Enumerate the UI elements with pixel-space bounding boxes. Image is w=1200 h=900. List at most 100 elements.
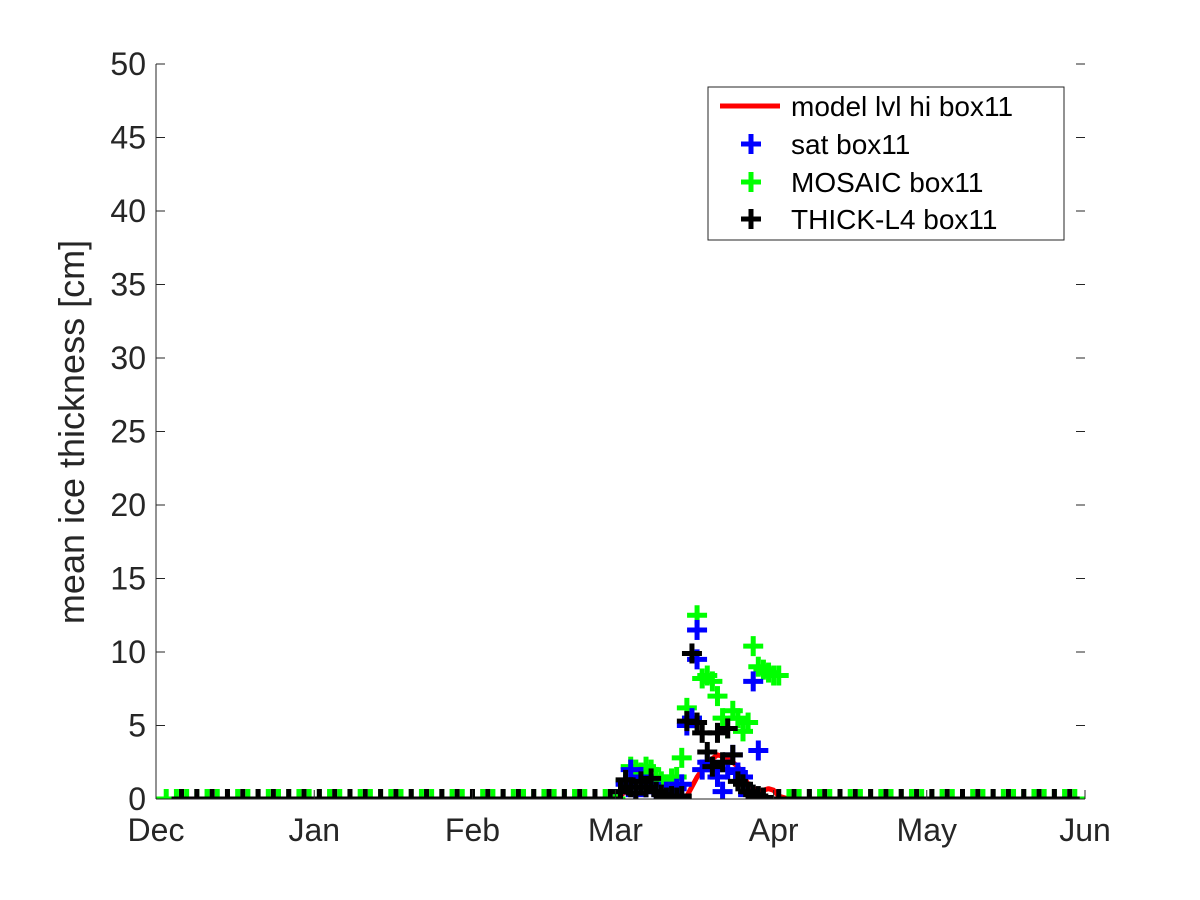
- data-point: [350, 789, 371, 799]
- data-point: [1034, 789, 1055, 799]
- legend-entry-sat: sat box11: [741, 129, 910, 160]
- data-point: [207, 789, 228, 799]
- x-tick-label: Mar: [588, 812, 643, 848]
- data-point: [569, 789, 590, 799]
- y-axis-title: mean ice thickness [cm]: [51, 240, 92, 624]
- data-point: [447, 789, 468, 799]
- data-point: [574, 789, 595, 799]
- data-point: [870, 789, 891, 799]
- data-point: [232, 789, 253, 799]
- data-point: [513, 789, 534, 799]
- data-point: [717, 718, 738, 739]
- data-point: [309, 789, 330, 799]
- legend-box: [707, 86, 1065, 241]
- data-point: [932, 789, 953, 799]
- legend-swatch-mosaic: [741, 172, 761, 192]
- data-point: [942, 789, 963, 799]
- data-point: [620, 759, 641, 780]
- legend-label-thick-l4: THICK-L4 box11: [791, 204, 997, 235]
- x-tick-label: May: [897, 812, 957, 848]
- data-point: [360, 789, 381, 799]
- data-point: [176, 789, 197, 799]
- data-point: [712, 752, 733, 773]
- data-point: [952, 789, 973, 799]
- y-tick-label: 20: [110, 487, 146, 523]
- data-point: [748, 740, 769, 761]
- data-point: [600, 789, 621, 799]
- legend-label-model: model lvl hi box11: [791, 91, 1013, 122]
- series-3: [171, 643, 1080, 799]
- data-point: [294, 789, 315, 799]
- legend-entry-model: model lvl hi box11: [720, 91, 1013, 122]
- data-point: [860, 789, 881, 799]
- y-tick-label: 40: [110, 193, 146, 229]
- data-point: [156, 789, 177, 799]
- data-point: [319, 789, 340, 799]
- data-point: [743, 671, 764, 692]
- data-point: [809, 789, 830, 799]
- y-tick-label: 50: [110, 46, 146, 82]
- data-point: [324, 789, 345, 799]
- data-point: [845, 789, 866, 799]
- data-point: [768, 665, 789, 686]
- legend-swatch-thick-l4: [741, 209, 761, 229]
- data-point: [778, 789, 799, 799]
- data-point: [482, 789, 503, 799]
- data-point: [523, 789, 544, 799]
- data-point: [278, 789, 299, 799]
- data-point: [962, 789, 983, 799]
- data-point: [355, 789, 376, 799]
- data-point: [901, 789, 922, 799]
- y-tick-label: 35: [110, 267, 146, 303]
- y-tick-label: 10: [110, 634, 146, 670]
- data-point: [472, 789, 493, 799]
- data-point: [891, 789, 912, 799]
- data-point: [1044, 789, 1065, 799]
- x-tick-label: Feb: [445, 812, 500, 848]
- data-point: [385, 789, 406, 799]
- plot-area: 0 5 10 15 20 25 30 35 40 45 50 Dec Jan Feb Mar Apr May J…: [110, 46, 1110, 848]
- data-point: [702, 671, 723, 692]
- data-point: [789, 789, 810, 799]
- x-ticks: Dec Jan Feb Mar Apr May Jun: [128, 790, 1111, 848]
- data-point: [687, 619, 708, 640]
- legend-entry-mosaic: MOSAIC box11: [741, 167, 983, 198]
- data-point: [197, 789, 218, 799]
- data-point: [217, 789, 238, 799]
- data-point: [268, 789, 289, 799]
- data-point: [998, 789, 1019, 799]
- data-point: [743, 636, 764, 657]
- data-point: [906, 789, 927, 799]
- data-point: [1003, 789, 1024, 799]
- data-point: [370, 789, 391, 799]
- data-point: [702, 756, 723, 777]
- data-point: [431, 789, 452, 799]
- data-point: [937, 789, 958, 799]
- data-point: [671, 786, 692, 799]
- data-point: [727, 708, 748, 729]
- data-point: [329, 789, 350, 799]
- legend-swatch-sat: [741, 134, 761, 154]
- data-point: [768, 789, 789, 799]
- data-point: [697, 741, 718, 762]
- data-point: [554, 789, 575, 799]
- data-point: [595, 789, 616, 799]
- data-point: [671, 747, 692, 768]
- data-point: [416, 789, 437, 799]
- data-point: [263, 789, 284, 799]
- data-point: [799, 789, 820, 799]
- data-point: [993, 789, 1014, 799]
- axes: 0 5 10 15 20 25 30 35 40 45 50 Dec Jan Feb Mar Apr May J…: [110, 46, 1110, 848]
- data-point: [881, 789, 902, 799]
- x-tick-label: Dec: [128, 812, 185, 848]
- data-point: [707, 686, 728, 707]
- data-point: [503, 789, 524, 799]
- data-point: [707, 722, 728, 743]
- series-layer: [156, 605, 1085, 799]
- data-point: [186, 789, 207, 799]
- y-tick-label: 25: [110, 414, 146, 450]
- data-point: [380, 789, 401, 799]
- data-point: [707, 766, 728, 787]
- data-point: [819, 789, 840, 799]
